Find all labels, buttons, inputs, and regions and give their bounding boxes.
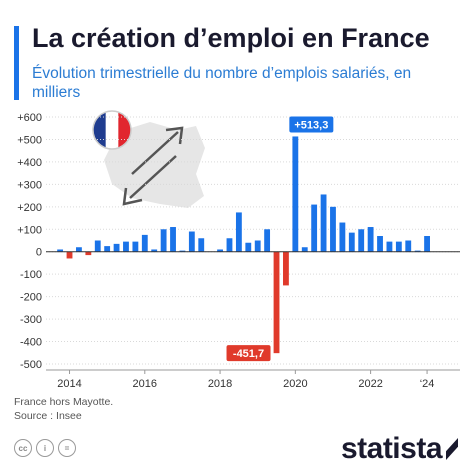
bar xyxy=(113,243,120,252)
bar xyxy=(198,238,205,252)
y-tick-label: -400 xyxy=(20,337,42,349)
bar xyxy=(311,204,318,252)
no-derivatives-icon[interactable]: = xyxy=(58,439,76,457)
bar xyxy=(160,229,167,252)
creative-commons-icon[interactable]: cc xyxy=(14,439,32,457)
bar xyxy=(367,227,374,252)
footer: cc i = statista xyxy=(0,424,474,474)
bar xyxy=(330,206,336,252)
bar xyxy=(273,251,280,354)
data-label-box xyxy=(289,116,334,133)
title-accent-bar xyxy=(14,26,19,100)
bar xyxy=(301,247,308,252)
trend-arrows-icon xyxy=(122,126,184,206)
y-tick-label: +500 xyxy=(17,134,42,146)
bar xyxy=(85,251,92,256)
bar xyxy=(123,241,129,252)
bar xyxy=(348,232,355,252)
footnote-source: Source : Insee xyxy=(14,410,82,422)
bar xyxy=(292,136,299,252)
bar xyxy=(264,229,271,252)
bar xyxy=(235,212,242,252)
data-label: -451,7 xyxy=(233,348,264,360)
bar xyxy=(414,250,421,252)
x-tick-label: 2022 xyxy=(358,378,382,390)
bar xyxy=(170,227,176,252)
bar xyxy=(57,249,64,252)
y-tick-label: +100 xyxy=(17,224,42,236)
x-tick-label: 2020 xyxy=(283,378,307,390)
bar xyxy=(254,240,261,252)
y-tick-label: +400 xyxy=(17,157,42,169)
bar xyxy=(283,251,289,286)
x-tick-label: ‘24 xyxy=(420,378,435,390)
x-tick-label: 2014 xyxy=(57,378,81,390)
bar xyxy=(358,229,365,252)
statista-logo[interactable]: statista xyxy=(341,432,458,466)
x-tick-label: 2016 xyxy=(133,378,157,390)
bar xyxy=(226,238,233,252)
bar xyxy=(104,246,111,252)
bar xyxy=(245,242,252,252)
attribution-icon[interactable]: i xyxy=(36,439,54,457)
y-tick-label: +200 xyxy=(17,202,42,214)
x-tick-label: 2018 xyxy=(208,378,232,390)
chart-area: +600 +500 +400 +300 +200 +100 0 -100 -200 -300 -40… xyxy=(0,104,474,394)
bar xyxy=(179,250,186,252)
y-tick-label: +600 xyxy=(17,112,42,124)
bar-chart: +600 +500 +400 +300 +200 +100 0 -100 -200 -300 -40… xyxy=(17,110,460,390)
logo-mark-icon xyxy=(446,438,458,460)
data-label-box xyxy=(226,345,271,362)
y-tick-label: -300 xyxy=(20,314,42,326)
logo-text: statista xyxy=(340,432,443,465)
bar xyxy=(141,234,148,252)
bar xyxy=(94,240,101,252)
y-tick-label: 0 xyxy=(36,247,42,259)
bar xyxy=(66,251,73,259)
bar xyxy=(405,240,412,252)
bar xyxy=(217,249,223,252)
y-tick-label: +300 xyxy=(17,179,42,191)
bar xyxy=(395,241,402,252)
data-label: +513,3 xyxy=(294,119,328,131)
bar xyxy=(76,247,82,252)
bar xyxy=(151,249,158,252)
bar xyxy=(424,236,430,252)
license-icons: cc i = xyxy=(14,439,76,457)
footnote-scope: France hors Mayotte. xyxy=(14,396,114,408)
y-tick-label: -200 xyxy=(20,292,42,304)
chart-title: La création d’emploi en France xyxy=(32,23,430,53)
y-tick-label: -500 xyxy=(20,359,42,371)
bar xyxy=(188,231,195,252)
flag-border xyxy=(92,110,132,150)
bar xyxy=(339,222,346,252)
bar xyxy=(386,241,393,252)
y-tick-label: -100 xyxy=(20,269,42,281)
bar xyxy=(320,194,327,252)
chart-subtitle: Évolution trimestrielle du nombre d’empl… xyxy=(32,65,412,101)
bar xyxy=(132,241,139,252)
bar xyxy=(377,236,383,252)
